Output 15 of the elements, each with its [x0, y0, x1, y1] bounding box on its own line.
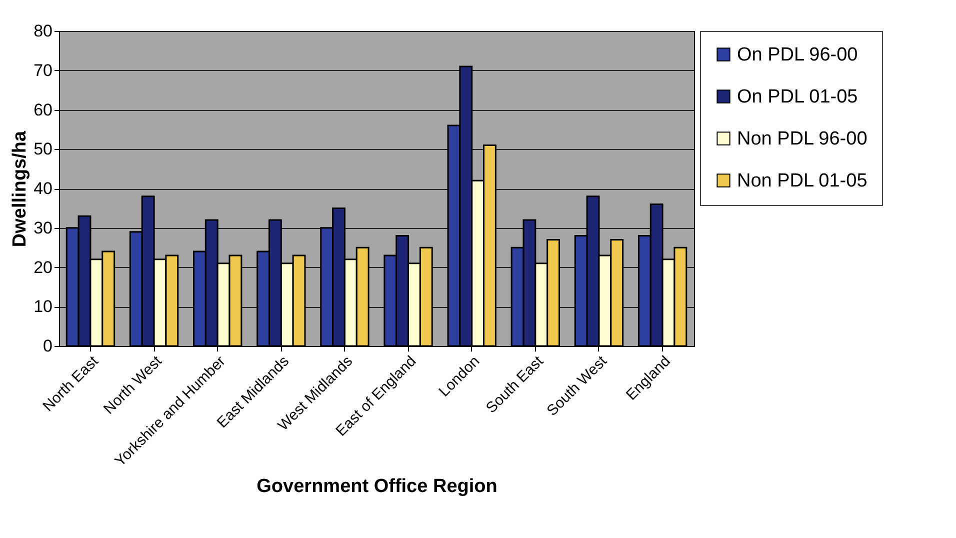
- y-tick-label: 70: [34, 60, 52, 80]
- y-axis-title: Dwellings/ha: [10, 130, 31, 248]
- y-tick-label: 50: [34, 140, 52, 159]
- y-tick-label: 0: [43, 336, 52, 356]
- y-tick-label: 80: [34, 22, 52, 40]
- x-axis-title: Government Office Region: [256, 476, 498, 498]
- y-tick-label: 60: [34, 100, 52, 120]
- y-tick-label: 30: [34, 218, 52, 238]
- legend-label: Non PDL 96-00: [737, 128, 868, 150]
- legend-label: Non PDL 01-05: [737, 170, 868, 192]
- y-tick-label: 10: [34, 297, 52, 316]
- y-tick-label: 20: [34, 258, 52, 277]
- y-tick-label: 40: [34, 179, 52, 198]
- legend-label: On PDL 01-05: [737, 86, 858, 108]
- legend-label: On PDL 96-00: [737, 44, 858, 66]
